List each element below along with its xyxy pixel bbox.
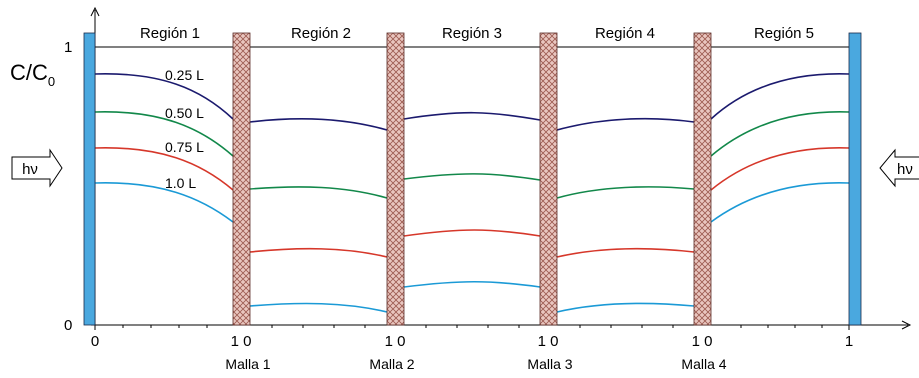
y-axis-arrow: [90, 6, 100, 17]
x-tick-label-start: 0: [91, 333, 99, 350]
region-label-3: Región 3: [442, 25, 502, 42]
curve-0-50L-region-3: [403, 173, 541, 181]
x-tick-label-end: 1: [845, 333, 853, 350]
right-light-arrow: [879, 148, 919, 188]
curve-0-25L-region-1: [94, 73, 234, 120]
curve-0-75L-region-1: [94, 147, 234, 191]
curve-0-75L-region-2: [249, 247, 388, 258]
y-axis-title-main: C/C: [10, 60, 48, 85]
curve-1-0L-region-2: [249, 302, 388, 313]
curve-0-25L-region-5: [710, 73, 850, 120]
curve-0-25L-region-4: [556, 117, 695, 131]
y-tick-label-0: 0: [64, 317, 72, 334]
curve-1-0L-region-3: [403, 280, 541, 288]
mesh-label-3: Malla 3: [527, 356, 572, 372]
x-tick-label-mesh-3: 1 0: [538, 333, 559, 350]
mesh-label-1: Malla 1: [225, 356, 270, 372]
curve-0-50L-region-5: [710, 111, 850, 157]
mesh-2: [386, 32, 405, 326]
curve-label-0-25L: 0.25 L: [165, 67, 204, 83]
mesh-label-2: Malla 2: [369, 356, 414, 372]
right-light-label: hν: [897, 161, 913, 178]
curve-0-50L-region-4: [556, 186, 695, 199]
region-label-2: Región 2: [291, 25, 351, 42]
x-tick-label-mesh-1: 1 0: [231, 333, 252, 350]
curve-0-75L-region-3: [403, 229, 541, 237]
left-wall: [83, 32, 96, 326]
mesh-3: [539, 32, 558, 326]
mesh-label-4: Malla 4: [681, 356, 726, 372]
curves-region-2: [249, 117, 388, 313]
x-ticks: [94, 325, 850, 330]
right-wall: [848, 32, 862, 326]
x-axis-arrow: [901, 320, 912, 330]
curve-1-0L-region-4: [556, 302, 695, 313]
left-light-arrow: [11, 148, 63, 188]
y-axis-title: C/C0: [10, 60, 55, 89]
curve-1-0L-region-5: [710, 182, 850, 223]
region-label-4: Región 4: [595, 25, 655, 42]
curve-label-0-50L: 0.50 L: [165, 105, 204, 121]
curve-0-75L-region-4: [556, 247, 695, 258]
curve-0-50L-region-1: [94, 111, 234, 157]
y-tick-label-1: 1: [64, 39, 72, 56]
curve-0-25L-region-3: [403, 111, 541, 121]
x-tick-label-mesh-4: 1 0: [692, 333, 713, 350]
mesh-1: [232, 32, 251, 326]
curves-region-4: [556, 117, 695, 313]
curve-1-0L-region-1: [94, 182, 234, 223]
region-label-1: Región 1: [140, 25, 200, 42]
curve-0-50L-region-2: [249, 186, 388, 199]
left-light-label: hν: [22, 161, 38, 178]
curve-label-0-75L: 0.75 L: [165, 139, 204, 155]
x-tick-label-mesh-2: 1 0: [385, 333, 406, 350]
curves-region-1: [94, 73, 234, 223]
mesh-4: [693, 32, 712, 326]
y-axis-title-subscript: 0: [48, 74, 55, 89]
curve-0-25L-region-2: [249, 117, 388, 131]
curves-region-3: [403, 111, 541, 288]
curves-region-5: [710, 73, 850, 223]
region-label-5: Región 5: [754, 25, 814, 42]
curve-0-75L-region-5: [710, 147, 850, 191]
curve-label-1-0L: 1.0 L: [165, 175, 196, 191]
